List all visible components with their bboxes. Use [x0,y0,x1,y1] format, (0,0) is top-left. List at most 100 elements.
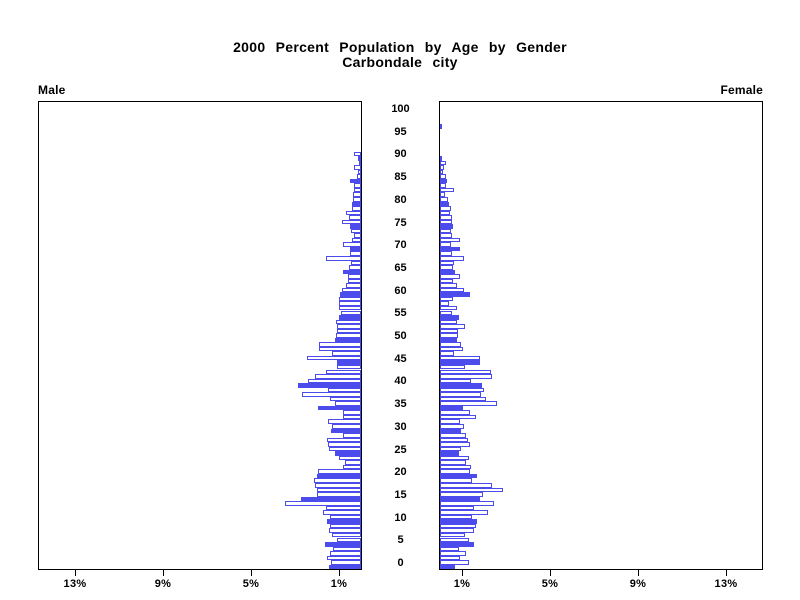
male-age-bar [350,251,361,256]
age-tick-label: 70 [394,239,407,252]
female-age-bar [440,197,448,202]
percent-tick-label: 1% [330,578,348,590]
percent-tick-label: 5% [541,578,559,590]
female-age-bar [440,224,454,229]
male-age-bar [358,160,361,166]
male-age-bar [330,523,361,529]
percent-tick [251,570,252,576]
male-age-bar [336,364,361,370]
male-age-bar [334,401,361,406]
male-age-bar [336,360,361,365]
female-age-bar [440,156,443,161]
female-age-bar [440,374,492,379]
age-tick-label: 40 [394,375,407,388]
female-age-bar [440,242,451,247]
female-age-bar [440,165,444,170]
female-age-bar [440,337,457,343]
female-age-bar [440,551,467,556]
male-age-bar [343,410,361,415]
male-age-bar [354,183,361,188]
male-age-bar [352,237,361,243]
female-age-bar [440,292,470,297]
male-age-bar [328,387,361,393]
female-age-bar [440,414,477,420]
female-age-bar [440,278,454,284]
age-tick-label: 15 [394,488,407,501]
female-age-bar [440,555,460,561]
male-pyramid-panel [38,101,362,570]
age-tick-label: 65 [394,261,407,274]
female-age-bar [440,496,480,502]
female-age-bar [440,528,475,533]
male-age-bar [350,246,361,252]
female-age-bar [440,228,451,234]
female-age-bar [440,519,478,524]
male-age-bar [327,555,361,561]
male-age-bar [339,455,361,461]
female-age-bar [440,510,489,515]
male-age-bar [343,242,361,247]
female-pyramid-panel [439,101,763,570]
male-age-bar [329,551,361,556]
female-age-bar [440,260,455,266]
male-age-bar [300,496,361,502]
male-age-bar [331,560,361,565]
female-age-bar [440,210,451,216]
female-age-bar [440,532,466,538]
age-tick-label: 10 [394,511,407,524]
female-age-bar [440,287,465,293]
male-age-bar [333,546,361,552]
female-age-bar [440,424,465,429]
male-age-bar [328,442,361,447]
age-tick-label: 85 [394,171,407,184]
male-age-bar [339,296,361,302]
female-age-bar [440,351,455,356]
female-age-bar [440,433,467,438]
male-age-bar [341,310,361,316]
female-age-bar [440,124,443,129]
female-age-bar [440,537,469,543]
percent-tick-label: 9% [154,578,172,590]
male-age-bar [347,278,361,284]
age-tick-label: 35 [394,398,407,411]
male-age-bar [334,337,361,343]
male-age-bar [325,505,361,511]
male-age-bar [357,169,361,175]
percent-tick-label: 5% [242,578,260,590]
female-age-bar [440,428,461,434]
female-age-bar [440,178,447,184]
male-age-bar [348,265,361,270]
male-age-bar [324,542,361,547]
female-age-bar [440,469,470,474]
male-age-bar [348,215,361,220]
percent-tick [462,570,463,576]
male-age-bar [330,514,361,520]
male-age-bar [354,151,361,157]
percent-tick-label: 1% [453,578,471,590]
female-age-bar [440,201,449,207]
female-age-bar [440,305,457,311]
female-age-bar [440,383,482,388]
female-age-bar [440,396,487,402]
chart-subtitle: Carbondale city [342,54,458,70]
female-age-bar [440,215,453,220]
female-age-bar [440,369,491,375]
male-age-bar [339,305,361,311]
percent-tick [550,570,551,576]
male-age-bar [340,292,361,297]
female-age-bar [440,560,469,565]
male-age-bar [336,324,361,329]
male-age-bar [353,192,361,197]
female-age-bar [440,256,465,261]
male-age-bar [354,233,361,238]
female-age-bar [440,446,461,452]
age-tick-label: 60 [394,284,407,297]
age-tick-label: 75 [394,216,407,229]
male-age-bar [347,274,361,279]
female-age-bar [440,237,460,243]
male-age-bar [332,424,361,429]
age-tick-label: 55 [394,307,407,320]
female-age-bar [440,246,460,252]
male-age-bar [345,283,361,288]
